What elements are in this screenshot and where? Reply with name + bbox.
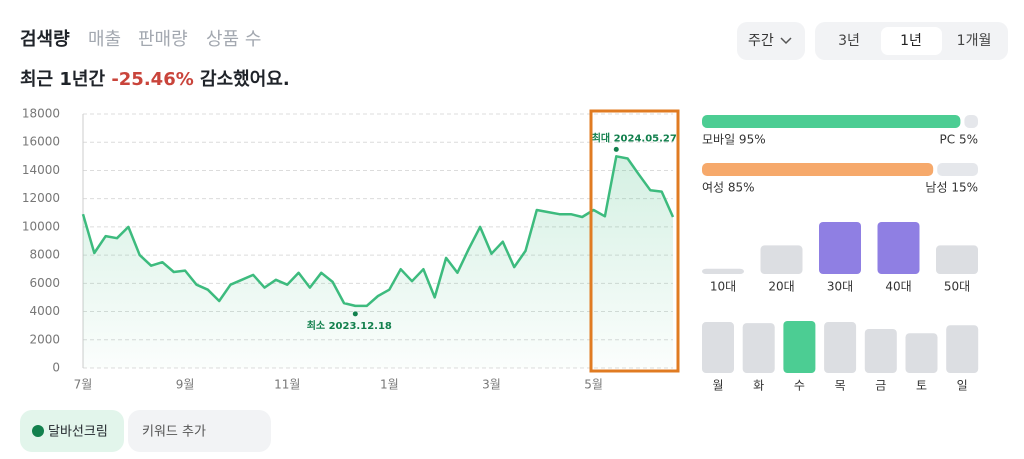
y-tick-label: 8000 bbox=[29, 248, 60, 262]
weekday-bar bbox=[783, 321, 816, 373]
age-bar bbox=[702, 268, 744, 274]
x-tick-label: 5월 bbox=[584, 378, 603, 392]
line bbox=[81, 155, 675, 308]
tab[interactable]: 검색량 bbox=[20, 29, 70, 50]
x-tick-label: 1월 bbox=[380, 378, 399, 392]
gender-bar bbox=[702, 163, 934, 176]
max-label: 최대 2024.05.27 bbox=[592, 131, 677, 144]
tab[interactable]: 상품 수 bbox=[206, 29, 261, 50]
keyword-chip[interactable] bbox=[20, 410, 124, 452]
period-select-label: 주간 bbox=[748, 33, 774, 49]
weekday-label: 금 bbox=[875, 379, 886, 393]
y-tick-label: 2000 bbox=[29, 332, 60, 346]
keyword-label: 달바선크림 bbox=[48, 425, 108, 440]
range-tab[interactable]: 1년 bbox=[900, 33, 922, 49]
x-tick-label: 11월 bbox=[274, 378, 300, 392]
device-label: PC 5% bbox=[940, 133, 978, 147]
min-label: 최소 2023.12.18 bbox=[307, 319, 392, 332]
weekday-label: 토 bbox=[916, 379, 927, 393]
weekday-bar bbox=[824, 322, 857, 373]
age-label: 50대 bbox=[944, 280, 970, 294]
weekday-label: 월 bbox=[712, 379, 723, 393]
headline: 최근 1년간 -25.46% 감소했어요. bbox=[20, 69, 290, 90]
weekday-bar bbox=[946, 325, 979, 373]
range-tab[interactable]: 1개월 bbox=[957, 33, 992, 49]
x-tick-label: 3월 bbox=[482, 378, 501, 392]
weekday-bar bbox=[864, 328, 897, 373]
age-bar bbox=[760, 245, 803, 274]
highlight-box bbox=[589, 109, 680, 373]
age-bar bbox=[877, 222, 920, 274]
x-tick-label: 7월 bbox=[74, 378, 93, 392]
gender-label: 여성 85% bbox=[702, 181, 755, 195]
tab[interactable]: 매출 bbox=[88, 29, 121, 50]
min-point bbox=[352, 311, 358, 317]
weekday-label: 목 bbox=[835, 379, 846, 393]
device-label: 모바일 95% bbox=[702, 133, 766, 147]
age-label: 20대 bbox=[768, 280, 794, 294]
y-tick-label: 18000 bbox=[22, 107, 60, 121]
add-keyword[interactable] bbox=[128, 410, 271, 452]
device-bar bbox=[964, 115, 978, 128]
y-tick-label: 16000 bbox=[22, 135, 60, 149]
y-tick-label: 0 bbox=[52, 361, 60, 375]
age-label: 10대 bbox=[710, 280, 736, 294]
age-bar bbox=[936, 245, 978, 274]
y-tick-label: 14000 bbox=[22, 163, 60, 177]
gender-label: 남성 15% bbox=[925, 181, 978, 195]
tab[interactable]: 판매량 bbox=[138, 29, 188, 50]
y-tick-label: 10000 bbox=[22, 219, 60, 233]
keyword-dot bbox=[32, 425, 44, 437]
y-tick-label: 4000 bbox=[29, 304, 60, 318]
gender-bar bbox=[937, 163, 978, 176]
device-bar bbox=[702, 115, 961, 128]
weekday-bar bbox=[905, 333, 938, 373]
headline-change: -25.46% bbox=[111, 69, 193, 90]
weekday-bar bbox=[742, 323, 775, 373]
y-tick-label: 6000 bbox=[29, 276, 60, 290]
age-label: 40대 bbox=[885, 280, 911, 294]
area-fill bbox=[83, 156, 673, 368]
range-tab-active bbox=[881, 27, 942, 55]
range-tab[interactable]: 3년 bbox=[838, 33, 860, 49]
weekday-label: 화 bbox=[753, 379, 764, 393]
headline-suffix: 감소했어요. bbox=[200, 69, 290, 90]
x-tick-label: 9월 bbox=[176, 378, 195, 392]
y-tick-label: 12000 bbox=[22, 191, 60, 205]
weekday-bar bbox=[702, 322, 734, 373]
age-bar bbox=[819, 222, 861, 274]
add-keyword-label: 키워드 추가 bbox=[142, 425, 206, 440]
chevron bbox=[780, 37, 792, 45]
weekday-label: 일 bbox=[957, 379, 968, 393]
headline-prefix: 최근 1년간 bbox=[20, 69, 105, 90]
weekday-label: 수 bbox=[794, 379, 805, 393]
period-select[interactable] bbox=[737, 22, 805, 60]
age-label: 30대 bbox=[827, 280, 853, 294]
max-point bbox=[613, 146, 619, 152]
